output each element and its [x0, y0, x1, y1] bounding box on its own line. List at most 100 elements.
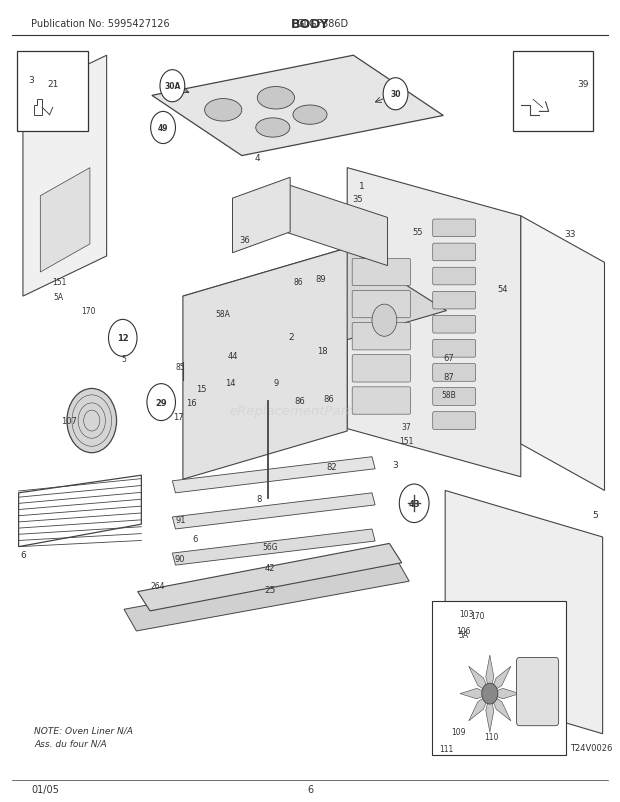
Text: 2: 2	[288, 332, 294, 342]
Polygon shape	[485, 694, 494, 732]
FancyBboxPatch shape	[352, 355, 410, 383]
Text: NOTE: Oven Liner N/A: NOTE: Oven Liner N/A	[34, 725, 133, 735]
Text: eReplacementParts.com: eReplacementParts.com	[229, 404, 391, 417]
Text: 58B: 58B	[441, 391, 456, 400]
Text: 25: 25	[265, 585, 276, 594]
Circle shape	[399, 484, 429, 523]
FancyBboxPatch shape	[513, 52, 593, 132]
Polygon shape	[40, 168, 90, 273]
Text: 151: 151	[51, 277, 66, 287]
Text: 85: 85	[175, 363, 185, 372]
Text: 58A: 58A	[216, 310, 231, 319]
Text: 39: 39	[577, 79, 588, 89]
Text: 107: 107	[61, 416, 78, 426]
Text: T24V0026: T24V0026	[570, 743, 612, 752]
Polygon shape	[485, 655, 494, 694]
Text: Publication No: 5995427126: Publication No: 5995427126	[31, 19, 170, 29]
Text: 30A: 30A	[164, 82, 180, 91]
Text: 36: 36	[239, 236, 250, 245]
Polygon shape	[469, 666, 490, 694]
FancyBboxPatch shape	[433, 244, 476, 261]
Text: 89: 89	[316, 274, 327, 284]
Text: 6: 6	[20, 550, 27, 560]
Text: 56G: 56G	[262, 542, 278, 552]
Text: 103: 103	[459, 609, 474, 618]
Text: 91: 91	[176, 515, 186, 525]
Text: 9: 9	[273, 379, 278, 388]
Text: 8: 8	[257, 494, 262, 504]
Text: 1: 1	[358, 181, 365, 191]
Text: 12: 12	[117, 334, 128, 343]
Text: 82: 82	[326, 462, 337, 472]
FancyBboxPatch shape	[432, 602, 566, 755]
Polygon shape	[285, 184, 388, 266]
Text: 5: 5	[592, 510, 598, 520]
Text: 86: 86	[294, 396, 306, 406]
Polygon shape	[172, 493, 375, 529]
Text: 16: 16	[185, 398, 197, 407]
Polygon shape	[469, 694, 490, 721]
Text: 3: 3	[392, 460, 399, 470]
Text: 6: 6	[307, 784, 313, 794]
Polygon shape	[152, 56, 443, 156]
Circle shape	[108, 320, 137, 357]
FancyBboxPatch shape	[433, 316, 476, 334]
Text: 87: 87	[443, 372, 454, 382]
FancyBboxPatch shape	[352, 259, 410, 286]
FancyBboxPatch shape	[433, 340, 476, 358]
Text: 111: 111	[440, 743, 453, 753]
Polygon shape	[124, 560, 409, 631]
Text: 17: 17	[173, 412, 184, 422]
Polygon shape	[445, 491, 603, 734]
Polygon shape	[172, 529, 375, 565]
Polygon shape	[347, 168, 521, 477]
Polygon shape	[490, 666, 511, 694]
Text: 264: 264	[150, 581, 165, 590]
Text: 109: 109	[451, 727, 466, 736]
Ellipse shape	[257, 87, 294, 110]
Circle shape	[151, 112, 175, 144]
Circle shape	[372, 305, 397, 337]
Text: 37: 37	[402, 422, 412, 431]
Text: 43: 43	[409, 499, 420, 508]
Text: 18: 18	[317, 346, 328, 356]
Text: 49: 49	[158, 124, 168, 133]
Text: 6: 6	[193, 534, 198, 544]
Text: 151: 151	[399, 436, 414, 446]
FancyBboxPatch shape	[433, 412, 476, 430]
Polygon shape	[490, 688, 520, 699]
Text: 86: 86	[323, 395, 334, 404]
Text: BODY: BODY	[291, 18, 329, 30]
Text: Ass. du four N/A: Ass. du four N/A	[34, 738, 107, 747]
Text: 106: 106	[456, 626, 471, 636]
Text: 15: 15	[197, 384, 206, 394]
Text: 4: 4	[254, 153, 260, 163]
Text: 44: 44	[228, 351, 238, 361]
Circle shape	[160, 71, 185, 103]
Polygon shape	[490, 694, 511, 721]
FancyBboxPatch shape	[352, 323, 410, 350]
Text: 90: 90	[175, 554, 185, 564]
Text: 86: 86	[293, 277, 303, 287]
Text: 21: 21	[47, 79, 58, 89]
Circle shape	[147, 384, 175, 421]
Circle shape	[383, 79, 408, 111]
FancyBboxPatch shape	[17, 52, 88, 132]
FancyBboxPatch shape	[352, 387, 410, 415]
Text: 35: 35	[352, 194, 363, 204]
Text: 5: 5	[122, 354, 126, 364]
Polygon shape	[23, 56, 107, 297]
Circle shape	[67, 389, 117, 453]
Circle shape	[482, 683, 498, 704]
Polygon shape	[232, 178, 290, 253]
Polygon shape	[138, 544, 402, 611]
Text: 14: 14	[226, 379, 236, 388]
FancyBboxPatch shape	[433, 364, 476, 382]
Ellipse shape	[205, 99, 242, 122]
FancyBboxPatch shape	[433, 220, 476, 237]
FancyBboxPatch shape	[433, 388, 476, 406]
Polygon shape	[172, 457, 375, 493]
Text: 170: 170	[470, 611, 485, 621]
Text: 55: 55	[412, 228, 422, 237]
Text: 5A: 5A	[459, 630, 469, 640]
